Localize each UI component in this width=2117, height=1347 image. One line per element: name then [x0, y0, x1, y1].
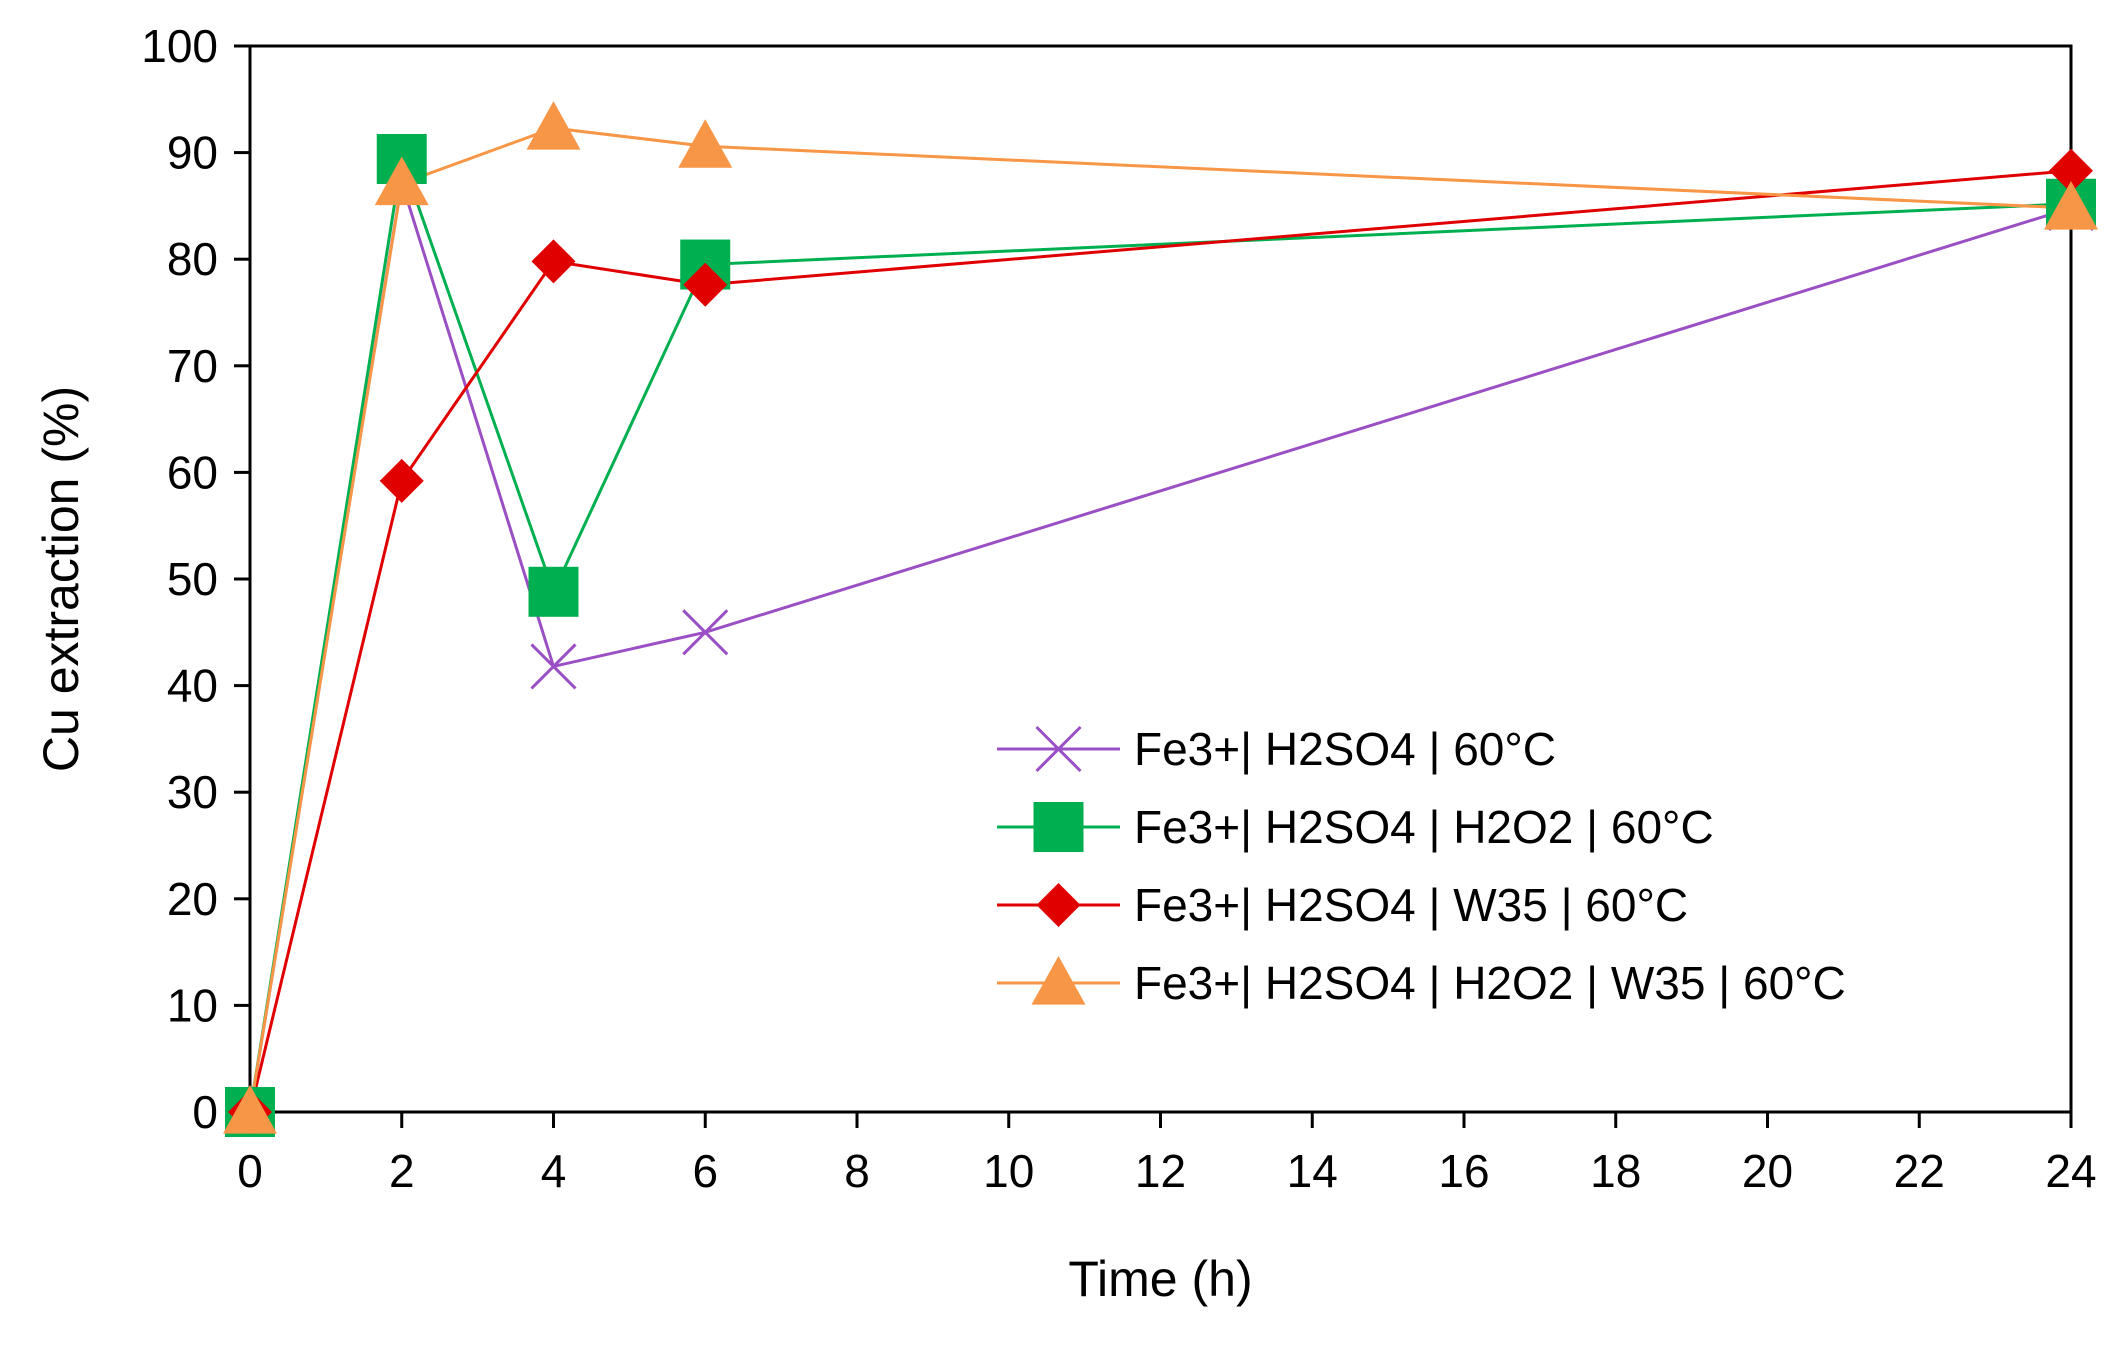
x-tick-label: 20 — [1742, 1145, 1793, 1197]
plot-frame — [248, 44, 2073, 1114]
x-tick-label: 24 — [2045, 1145, 2096, 1197]
data-point-s4-3 — [526, 101, 581, 150]
data-point-s4-2 — [374, 156, 429, 206]
data-point-s1-4 — [682, 609, 729, 656]
x-tick-label: 16 — [1438, 1145, 1489, 1197]
y-tick-label: 20 — [167, 873, 218, 925]
legend-entry-1: Fe3+| H2SO4 | 60°C — [997, 723, 1556, 775]
legend-marker — [1036, 883, 1081, 927]
x-tick-label: 8 — [844, 1145, 870, 1197]
data-point-s3-5 — [2049, 148, 2093, 193]
legend-label: Fe3+| H2SO4 | H2O2 | 60°C — [1134, 801, 1714, 853]
y-tick-label: 40 — [167, 660, 218, 712]
y-tick-label: 70 — [167, 340, 218, 392]
x-tick-label: 0 — [237, 1145, 263, 1197]
marker-stroke — [1035, 725, 1082, 773]
y-tick-label: 0 — [192, 1086, 218, 1138]
data-point-s3-4 — [683, 262, 728, 307]
marker-stroke — [682, 609, 729, 656]
x-axis-title: Time (h) — [1068, 1251, 1252, 1307]
y-tick-label: 60 — [167, 446, 218, 498]
y-tick-label: 80 — [167, 233, 218, 285]
x-tick-label: 14 — [1287, 1145, 1338, 1197]
data-point-s3-3 — [531, 239, 576, 284]
data-point-s2-3 — [528, 566, 579, 617]
marker-stroke — [530, 643, 577, 690]
legend-marker — [1035, 725, 1082, 773]
legend-marker — [1031, 956, 1086, 1005]
x-tick-label: 10 — [983, 1145, 1034, 1197]
x-tick-label: 22 — [1894, 1145, 1945, 1197]
y-tick-label: 90 — [167, 127, 218, 179]
legend-entry-3: Fe3+| H2SO4 | W35 | 60°C — [997, 879, 1688, 931]
data-point-s4-1 — [223, 1085, 277, 1134]
x-tick-label: 6 — [692, 1145, 718, 1197]
y-tick-label: 10 — [167, 979, 218, 1031]
legend-label: Fe3+| H2SO4 | W35 | 60°C — [1134, 879, 1688, 931]
y-axis-title: Cu extraction (%) — [33, 386, 89, 772]
legend-label: Fe3+| H2SO4 | 60°C — [1134, 723, 1556, 775]
x-tick-label: 2 — [389, 1145, 415, 1197]
x-tick-label: 18 — [1590, 1145, 1641, 1197]
y-tick-label: 50 — [167, 553, 218, 605]
data-point-s4-5 — [2044, 181, 2098, 230]
data-point-s4-4 — [678, 119, 733, 168]
data-point-s1-3 — [530, 643, 577, 690]
y-tick-label: 100 — [141, 20, 218, 72]
series-layer — [223, 101, 2098, 1137]
data-point-s3-2 — [379, 458, 424, 503]
y-tick-label: 30 — [167, 766, 218, 818]
legend: Fe3+| H2SO4 | 60°C Fe3+| H2SO4 | H2O2 | 6… — [997, 723, 1846, 1009]
x-tick-label: 12 — [1135, 1145, 1186, 1197]
legend-label: Fe3+| H2SO4 | H2O2 | W35 | 60°C — [1134, 957, 1846, 1009]
legend-entry-2: Fe3+| H2SO4 | H2O2 | 60°C — [997, 801, 1714, 853]
axes: 0 2 4 6 8 10 12 14 16 18 20 22 240102030405060708090… — [141, 20, 2096, 1197]
x-tick-label: 4 — [541, 1145, 567, 1197]
legend-marker — [1033, 802, 1084, 852]
legend-entry-4: Fe3+| H2SO4 | H2O2 | W35 | 60°C — [997, 956, 1846, 1009]
